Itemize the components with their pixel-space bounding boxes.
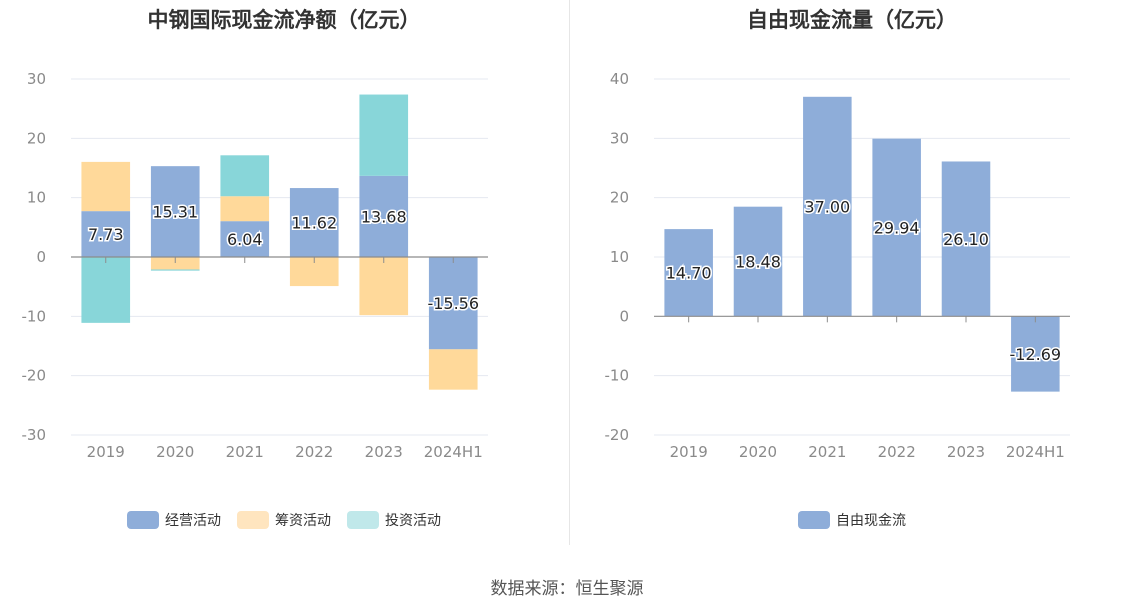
- y-tick-label: -10: [22, 307, 47, 325]
- legend-swatch-financing: [237, 511, 269, 529]
- legend-item-financing[interactable]: 筹资活动: [237, 510, 331, 530]
- legend-label-operating: 经营活动: [165, 513, 221, 529]
- data-source-note: 数据来源：恒生聚源: [490, 579, 644, 599]
- bar: [941, 161, 991, 317]
- net-cashflow-chart: 30 20 10 0 -10 -20 -30 2019 2020 2021 2022 2023 2024…: [22, 70, 488, 461]
- legend-swatch-investing: [347, 511, 379, 529]
- y-tick-label: -20: [22, 367, 47, 385]
- x-tick-label: 2019: [87, 443, 125, 461]
- data-label: 14.70: [666, 264, 712, 283]
- x-tick-label: 2019: [670, 443, 708, 461]
- legend-swatch-free-cashflow: [798, 511, 830, 529]
- bar: [664, 229, 713, 317]
- bar: [803, 96, 852, 317]
- bar: [872, 138, 921, 317]
- x-tick-label: 2021: [808, 443, 846, 461]
- y-tick-label: 40: [610, 70, 629, 88]
- bar: [733, 206, 783, 317]
- bar: [81, 211, 131, 257]
- legend-item-investing[interactable]: 投资活动: [347, 510, 441, 530]
- data-label: 6.04: [227, 230, 263, 249]
- data-label: 13.68: [361, 207, 407, 226]
- x-tick-label: 2020: [156, 443, 194, 461]
- chart-title-free-cashflow: 自由现金流量（亿元）: [747, 8, 957, 32]
- y-tick-label: -20: [605, 426, 630, 444]
- bar: [220, 196, 270, 222]
- free-cashflow-chart-panel: 自由现金流量（亿元） 40 30 20 10 0 -10 -20 2019 2020 2021 20…: [570, 0, 1134, 560]
- legend-net-cashflow: 经营活动 筹资活动 投资活动: [0, 510, 568, 530]
- y-tick-label: -30: [22, 426, 47, 444]
- bar: [81, 257, 131, 323]
- x-tick-label: 2022: [295, 443, 333, 461]
- y-tick-label: 20: [610, 189, 629, 207]
- legend-item-operating[interactable]: 经营活动: [127, 510, 221, 530]
- data-label: 15.31: [152, 203, 198, 222]
- legend-item-free-cashflow[interactable]: 自由现金流: [798, 510, 906, 530]
- bar: [289, 188, 339, 257]
- y-tick-label: 0: [619, 307, 629, 325]
- data-label: 29.94: [874, 219, 920, 238]
- legend-label-investing: 投资活动: [385, 513, 441, 529]
- y-tick-label: 0: [36, 248, 46, 266]
- bar: [220, 221, 270, 257]
- bar: [220, 155, 270, 197]
- data-label: 11.62: [291, 214, 337, 233]
- x-tick-label: 2023: [947, 443, 985, 461]
- bar: [150, 269, 200, 271]
- x-tick-label: 2020: [739, 443, 777, 461]
- bar: [1011, 316, 1060, 392]
- legend-label-financing: 筹资活动: [275, 513, 331, 529]
- legend-label-free-cashflow: 自由现金流: [836, 513, 906, 529]
- x-tick-label: 2022: [878, 443, 916, 461]
- data-label: 37.00: [804, 198, 850, 217]
- x-tick-label: 2024H1: [1006, 443, 1065, 461]
- bar: [359, 257, 409, 316]
- x-tick-label: 2021: [226, 443, 264, 461]
- y-tick-label: 20: [27, 129, 46, 147]
- legend-swatch-operating: [127, 511, 159, 529]
- net-cashflow-chart-panel: 中钢国际现金流净额（亿元） 30 20 10 0 -10 -20 -30 2019 2020 20…: [0, 0, 568, 560]
- bar: [359, 175, 409, 257]
- y-tick-label: 10: [27, 189, 46, 207]
- data-label: 18.48: [735, 253, 781, 272]
- bar: [428, 349, 478, 390]
- x-tick-label: 2024H1: [424, 443, 483, 461]
- chart-title-net-cashflow: 中钢国际现金流净额（亿元）: [147, 8, 421, 32]
- bar: [81, 161, 131, 212]
- x-tick-label: 2023: [365, 443, 403, 461]
- y-tick-label: 10: [610, 248, 629, 266]
- bar: [428, 257, 478, 350]
- legend-free-cashflow: 自由现金流: [570, 510, 1134, 530]
- y-tick-label: -10: [605, 367, 630, 385]
- data-label: -15.56: [427, 294, 479, 313]
- bar: [359, 94, 409, 176]
- free-cashflow-chart: 40 30 20 10 0 -10 -20 2019 2020 2021 2022 2023 2024H…: [605, 70, 1070, 461]
- panel-divider: [569, 0, 570, 545]
- data-label: 7.73: [88, 225, 124, 244]
- y-tick-label: 30: [610, 129, 629, 147]
- data-label: 26.10: [943, 230, 989, 249]
- y-tick-label: 30: [27, 70, 46, 88]
- data-label: -12.69: [1010, 345, 1062, 364]
- bar: [150, 166, 200, 257]
- bar: [150, 257, 200, 270]
